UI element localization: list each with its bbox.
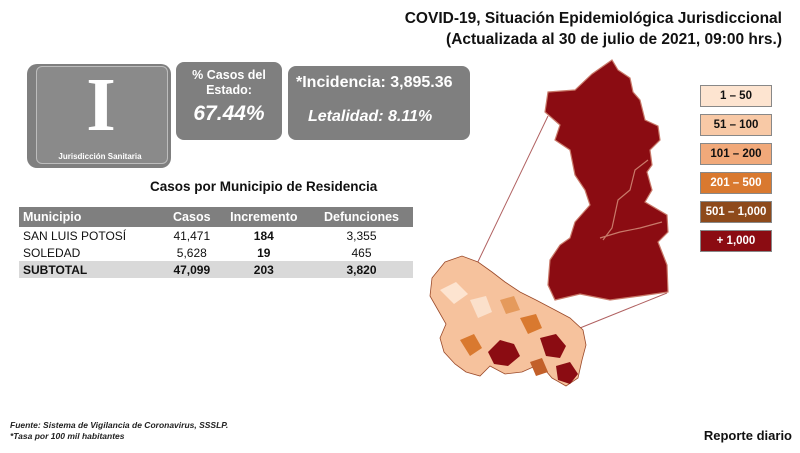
municipality-zone-mid-4 bbox=[530, 358, 548, 376]
footer-note: *Tasa por 100 mil habitantes bbox=[10, 431, 125, 441]
row-defunciones: 3,355 bbox=[346, 228, 377, 243]
row-municipio: SOLEDAD bbox=[23, 245, 81, 260]
urban-area-divider bbox=[599, 159, 663, 241]
subtotal-defunciones: 3,820 bbox=[310, 261, 413, 278]
municipality-zone-light-2 bbox=[470, 296, 492, 318]
state-cases-panel: % Casos del Estado: 67.44% bbox=[176, 62, 282, 140]
table-row: SOLEDAD 5,628 19 465 bbox=[19, 244, 413, 261]
legend: 1 – 50 51 – 100 101 – 200 201 – 500 501 … bbox=[700, 85, 772, 259]
municipality-zone-dark-1 bbox=[488, 340, 520, 366]
subtotal-row: SUBTOTAL 47,099 203 3,820 bbox=[19, 261, 413, 278]
legend-item: 501 – 1,000 bbox=[700, 201, 772, 223]
row-incremento: 184 bbox=[253, 228, 274, 243]
row-casos: 5,628 bbox=[176, 245, 207, 260]
rates-panel: *Incidencia: 3,895.36 Letalidad: 8.11% bbox=[288, 66, 470, 140]
legend-item: + 1,000 bbox=[700, 230, 772, 252]
zoom-line-bottom bbox=[574, 292, 668, 331]
legend-item: 51 – 100 bbox=[700, 114, 772, 136]
municipality-zone-dark-2 bbox=[540, 334, 566, 358]
lethality-rate: Letalidad: 8.11% bbox=[308, 108, 433, 125]
table-title: Casos por Municipio de Residencia bbox=[150, 179, 378, 194]
row-casos: 41,471 bbox=[173, 228, 211, 243]
legend-item: 101 – 200 bbox=[700, 143, 772, 165]
footer-notes: Fuente: Sistema de Vigilancia de Coronav… bbox=[10, 420, 228, 442]
report-title: COVID-19, Situación Epidemiológica Juris… bbox=[404, 10, 782, 27]
header-defunciones: Defunciones bbox=[310, 207, 413, 227]
jurisdiction-label: Jurisdicción Sanitaria bbox=[58, 152, 142, 161]
state-cases-title: % Casos del Estado: bbox=[192, 68, 266, 97]
footer-source: Fuente: Sistema de Vigilancia de Coronav… bbox=[10, 420, 229, 430]
jurisdiction-numeral: I bbox=[86, 63, 116, 147]
report-header: COVID-19, Situación Epidemiológica Juris… bbox=[405, 8, 782, 50]
legend-item: 201 – 500 bbox=[700, 172, 772, 194]
row-incremento: 19 bbox=[257, 245, 271, 260]
municipality-zone-mid-1 bbox=[460, 334, 482, 356]
legend-item: 1 – 50 bbox=[700, 85, 772, 107]
header-municipio: Municipio bbox=[19, 207, 167, 227]
table-header-row: Municipio Casos Incremento Defunciones bbox=[19, 207, 413, 227]
municipality-zone-light-1 bbox=[440, 282, 468, 304]
report-label: Reporte diario bbox=[703, 428, 792, 443]
header-incremento: Incremento bbox=[217, 207, 311, 227]
state-cases-value: 67.44% bbox=[193, 102, 265, 125]
municipality-zone-mid-3 bbox=[500, 296, 520, 314]
table-row: SAN LUIS POTOSÍ 41,471 184 3,355 bbox=[19, 227, 413, 244]
municipality-zone-mid-2 bbox=[520, 314, 542, 334]
incidence-rate: *Incidencia: 3,895.36 bbox=[296, 74, 453, 91]
row-defunciones: 465 bbox=[351, 245, 372, 260]
jurisdiction-inner-panel bbox=[36, 66, 168, 164]
subtotal-label: SUBTOTAL bbox=[19, 261, 167, 278]
municipality-zone-dark-3 bbox=[556, 362, 578, 384]
urban-area-zoom bbox=[544, 59, 669, 301]
report-subtitle: (Actualizada al 30 de julio de 2021, 09:… bbox=[446, 31, 782, 48]
subtotal-casos: 47,099 bbox=[166, 261, 218, 278]
row-municipio: SAN LUIS POTOSÍ bbox=[23, 228, 127, 243]
municipality-table: Municipio Casos Incremento Defunciones S… bbox=[19, 207, 413, 278]
header-casos: Casos bbox=[166, 207, 218, 227]
subtotal-incremento: 203 bbox=[217, 261, 311, 278]
